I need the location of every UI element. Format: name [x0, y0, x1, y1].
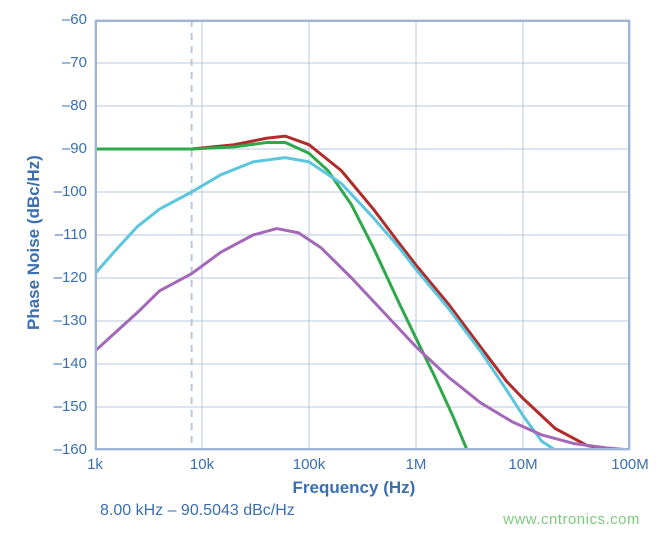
- x-tick-label: 1k: [73, 456, 117, 473]
- x-tick-label: 10M: [501, 456, 545, 473]
- y-tick-label: –150: [54, 398, 87, 415]
- y-tick-label: –90: [62, 140, 87, 157]
- y-tick-label: –80: [62, 97, 87, 114]
- x-tick-label: 100M: [608, 456, 652, 473]
- y-axis-title: Phase Noise (dBc/Hz): [24, 155, 44, 330]
- phase-noise-figure: –60–70–80–90–100–110–120–130–140–150–160…: [0, 0, 658, 542]
- y-tick-label: –130: [54, 312, 87, 329]
- y-tick-label: –60: [62, 11, 87, 28]
- y-tick-label: –70: [62, 54, 87, 71]
- cursor-readout: 8.00 kHz – 90.5043 dBc/Hz: [100, 502, 295, 520]
- watermark-text: www.cntronics.com: [503, 511, 640, 528]
- plot-border: [95, 20, 630, 450]
- x-tick-label: 10k: [180, 456, 224, 473]
- y-tick-label: –120: [54, 269, 87, 286]
- y-tick-label: –110: [55, 226, 87, 243]
- y-tick-label: –140: [54, 355, 87, 372]
- x-tick-label: 100k: [287, 456, 331, 473]
- x-tick-label: 1M: [394, 456, 438, 473]
- x-axis-title: Frequency (Hz): [293, 478, 416, 498]
- y-tick-label: –100: [54, 183, 87, 200]
